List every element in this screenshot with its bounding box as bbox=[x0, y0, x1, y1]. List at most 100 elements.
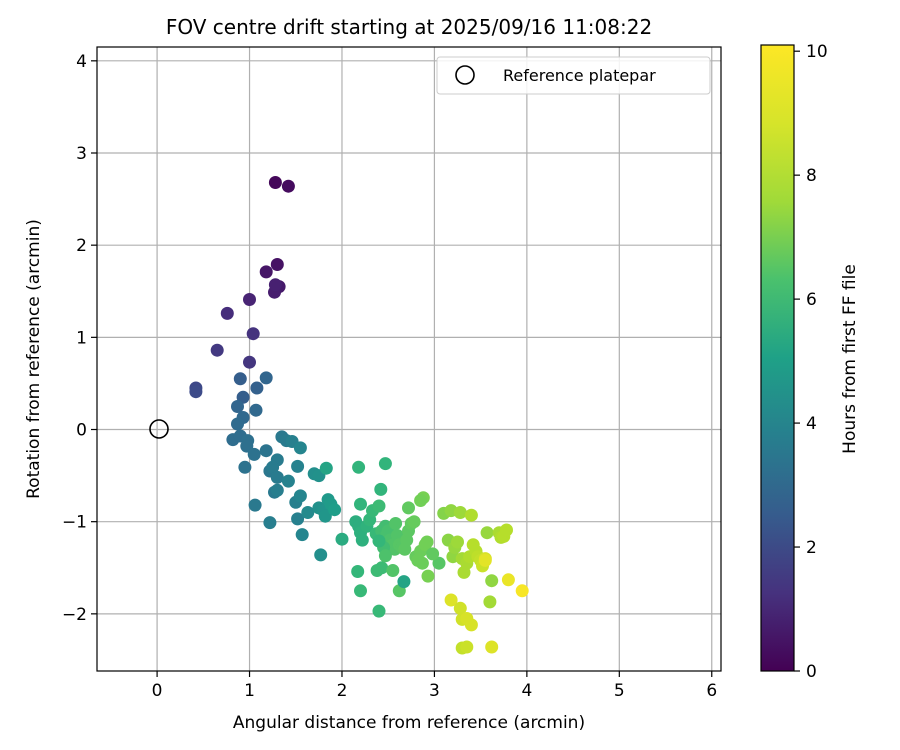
data-point bbox=[247, 447, 261, 461]
colorbar-tick-label: 4 bbox=[806, 414, 817, 434]
colorbar-tick-label: 10 bbox=[806, 42, 828, 62]
data-point bbox=[268, 176, 282, 189]
data-point bbox=[451, 535, 464, 549]
colorbar-tick-label: 8 bbox=[806, 166, 817, 186]
data-point bbox=[378, 549, 392, 563]
legend: Reference platepar bbox=[436, 56, 711, 95]
data-point bbox=[270, 258, 284, 271]
chart-title: FOV centre drift starting at 2025/09/16 … bbox=[166, 15, 652, 39]
reference-platepar-marker bbox=[149, 419, 169, 439]
data-point bbox=[328, 503, 342, 517]
data-point bbox=[351, 565, 365, 578]
data-point bbox=[460, 640, 474, 654]
data-point bbox=[291, 512, 305, 526]
data-point bbox=[189, 385, 203, 399]
data-point bbox=[464, 618, 478, 632]
data-point bbox=[500, 523, 513, 537]
data-point bbox=[372, 534, 386, 548]
data-point bbox=[485, 640, 499, 654]
data-point bbox=[386, 564, 400, 577]
y-tick-label: 3 bbox=[76, 144, 87, 164]
data-point bbox=[397, 575, 411, 589]
data-point bbox=[243, 355, 256, 369]
data-point bbox=[453, 601, 467, 615]
data-points bbox=[189, 176, 529, 655]
legend-label-reference-platepar: Reference platepar bbox=[503, 66, 656, 85]
data-point bbox=[414, 494, 428, 507]
data-point bbox=[464, 508, 478, 522]
data-point bbox=[426, 547, 440, 561]
y-axis-label: Rotation from reference (arcmin) bbox=[24, 219, 44, 499]
data-point bbox=[231, 400, 244, 413]
data-point bbox=[238, 460, 252, 474]
x-tick-label: 6 bbox=[706, 681, 717, 701]
data-point bbox=[314, 548, 328, 562]
data-point bbox=[293, 441, 307, 455]
y-axis-ticks: −2 −1 0 1 2 3 4 bbox=[62, 52, 97, 625]
data-point bbox=[246, 327, 260, 341]
data-point bbox=[266, 460, 280, 474]
x-tick-label: 5 bbox=[614, 681, 625, 701]
x-tick-label: 0 bbox=[152, 681, 163, 701]
data-point bbox=[319, 461, 333, 475]
data-point bbox=[444, 593, 458, 607]
data-point bbox=[453, 506, 467, 519]
x-tick-label: 3 bbox=[429, 681, 440, 701]
data-point bbox=[478, 553, 492, 567]
data-point bbox=[220, 306, 234, 320]
data-point bbox=[389, 517, 403, 530]
x-axis-ticks: 0 1 2 3 4 5 6 bbox=[152, 671, 717, 701]
data-point bbox=[263, 516, 277, 530]
data-point bbox=[515, 584, 529, 598]
colorbar-ticks: 0 2 4 6 8 10 bbox=[794, 42, 828, 682]
colorbar-tick-label: 6 bbox=[806, 290, 817, 310]
x-tick-label: 4 bbox=[521, 681, 532, 701]
data-point bbox=[354, 584, 367, 598]
y-tick-label: 0 bbox=[76, 421, 87, 441]
colorbar bbox=[760, 44, 795, 672]
data-point bbox=[378, 457, 392, 471]
data-point bbox=[233, 372, 247, 386]
data-point bbox=[249, 403, 263, 417]
data-point bbox=[370, 564, 384, 577]
y-tick-label: 4 bbox=[76, 52, 87, 72]
data-point bbox=[248, 498, 262, 512]
data-point bbox=[243, 293, 256, 306]
data-point bbox=[480, 526, 494, 540]
data-point bbox=[250, 381, 264, 395]
data-point bbox=[372, 499, 386, 513]
data-point bbox=[259, 444, 273, 458]
data-point bbox=[372, 604, 386, 618]
data-point bbox=[483, 595, 497, 609]
data-point bbox=[210, 343, 224, 357]
colorbar-tick-label: 2 bbox=[806, 538, 817, 558]
y-tick-label: −2 bbox=[62, 605, 87, 625]
x-tick-label: 2 bbox=[337, 681, 348, 701]
data-point bbox=[407, 515, 421, 529]
data-point bbox=[270, 470, 284, 484]
colorbar-label: Hours from first FF file bbox=[840, 264, 860, 454]
data-point bbox=[259, 265, 273, 279]
plot-frame bbox=[96, 46, 722, 672]
y-tick-label: −1 bbox=[62, 513, 87, 533]
data-point bbox=[240, 439, 254, 453]
data-point bbox=[231, 417, 244, 431]
data-point bbox=[420, 535, 434, 549]
data-point bbox=[291, 459, 305, 473]
data-point bbox=[270, 483, 284, 497]
y-tick-label: 2 bbox=[76, 236, 87, 256]
data-point bbox=[281, 474, 295, 488]
data-point bbox=[295, 528, 309, 542]
data-point bbox=[268, 278, 282, 292]
data-point bbox=[415, 556, 429, 570]
data-point bbox=[352, 460, 366, 474]
y-tick-label: 1 bbox=[76, 328, 87, 348]
data-point bbox=[501, 573, 515, 587]
data-point bbox=[281, 179, 295, 193]
legend-marker-reference-platepar bbox=[455, 65, 475, 85]
data-point bbox=[485, 574, 499, 588]
data-point bbox=[318, 509, 332, 523]
data-point bbox=[293, 489, 307, 503]
data-point bbox=[335, 532, 349, 546]
